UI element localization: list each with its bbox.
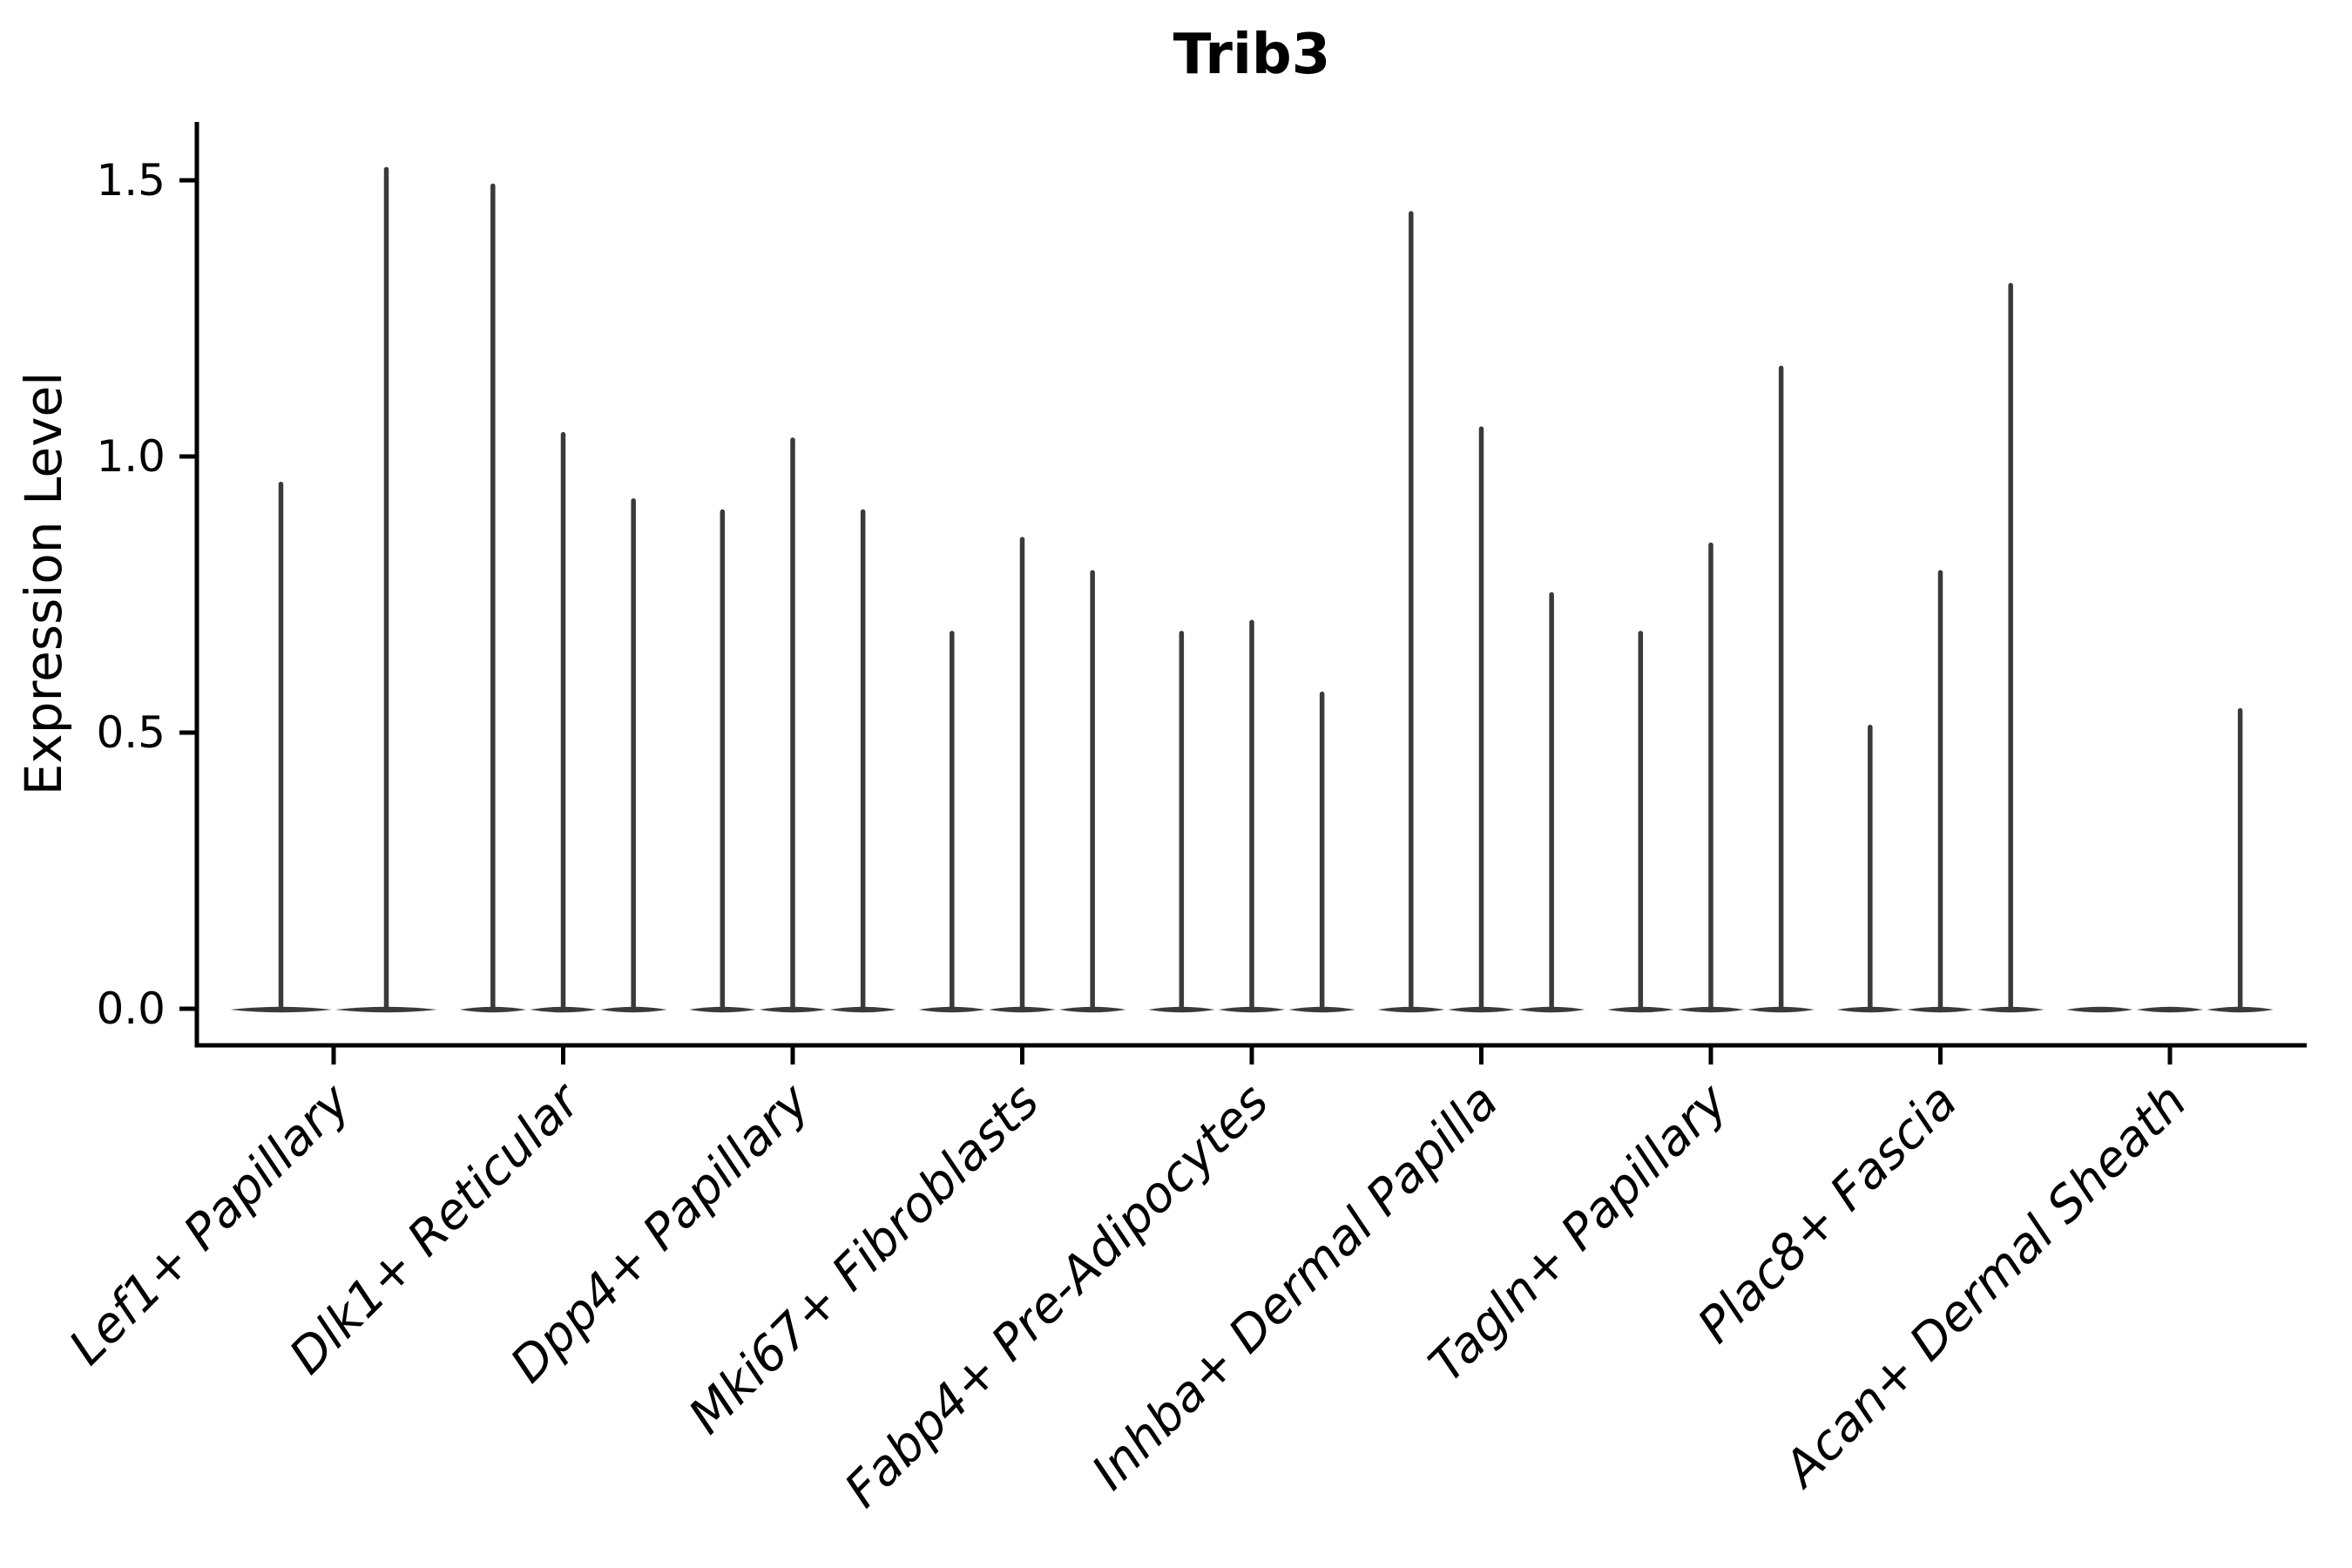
x-category-label: Acan+ Dermal Sheath bbox=[1772, 1073, 2198, 1499]
y-tick-label: 0.0 bbox=[96, 983, 166, 1034]
violin-base bbox=[2136, 1006, 2204, 1013]
y-tick-label: 1.5 bbox=[96, 155, 166, 206]
y-tick-label: 1.0 bbox=[96, 431, 166, 482]
x-category-label: Inhba+ Dermal Papilla bbox=[1081, 1073, 1509, 1501]
x-category-label: Fabp4+ Pre-Adipocytes bbox=[835, 1073, 1280, 1518]
violin-base bbox=[2066, 1006, 2133, 1013]
chart-title: Trib3 bbox=[1173, 23, 1331, 87]
y-tick-label: 0.5 bbox=[96, 707, 166, 758]
